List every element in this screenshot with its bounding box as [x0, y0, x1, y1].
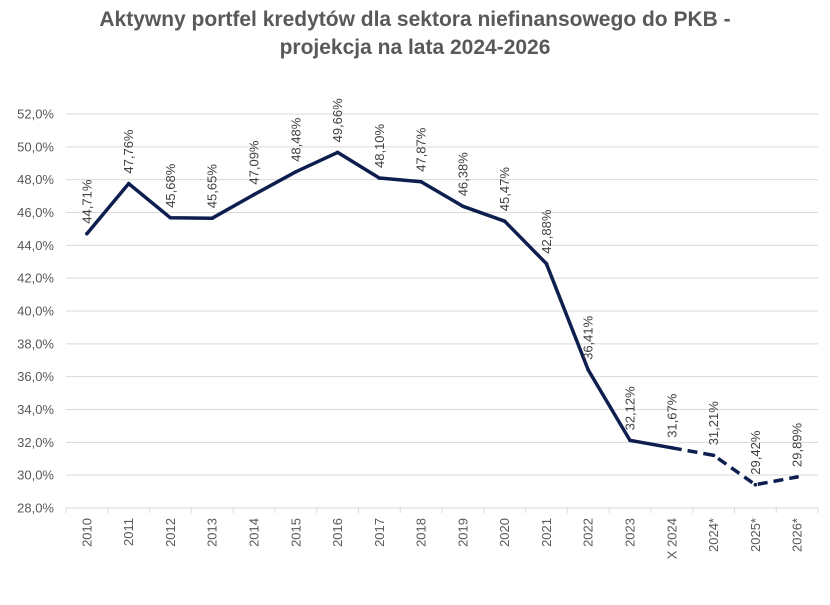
data-label-9: 46,38%	[455, 152, 470, 197]
data-label-2: 45,68%	[163, 163, 178, 208]
data-point-5	[293, 169, 298, 174]
x-tick-label-2: 2012	[163, 518, 178, 547]
data-label-12: 36,41%	[581, 315, 596, 360]
x-tick-label-14: X 2024	[664, 518, 679, 559]
data-point-16	[753, 482, 758, 487]
y-tick-label-12: 52,0%	[17, 107, 54, 122]
data-label-8: 47,87%	[414, 127, 429, 172]
data-label-3: 45,65%	[205, 164, 220, 209]
data-point-0	[85, 231, 89, 236]
data-point-15	[711, 453, 716, 458]
x-tick-label-5: 2015	[288, 518, 303, 547]
data-label-16: 29,42%	[748, 430, 763, 475]
y-tick-label-3: 34,0%	[17, 402, 54, 417]
data-point-11	[544, 261, 549, 266]
data-label-11: 42,88%	[539, 209, 554, 254]
data-label-0: 44,71%	[79, 179, 94, 224]
y-tick-label-6: 40,0%	[17, 304, 54, 319]
x-tick-label-15: 2024*	[706, 518, 721, 552]
x-tick-label-6: 2016	[330, 518, 345, 547]
data-point-13	[628, 438, 632, 443]
x-tick-label-0: 2010	[79, 518, 94, 547]
y-tick-label-1: 30,0%	[17, 468, 54, 483]
x-tick-label-4: 2014	[247, 518, 262, 547]
y-tick-label-7: 42,0%	[17, 271, 54, 286]
y-tick-label-4: 36,0%	[17, 369, 54, 384]
y-tick-label-10: 48,0%	[17, 172, 54, 187]
x-tick-label-1: 2011	[121, 518, 136, 546]
data-point-6	[335, 150, 340, 155]
chart-title: Aktywny portfel kredytów dla sektora nie…	[0, 6, 830, 62]
data-point-3	[210, 216, 215, 221]
data-label-7: 48,10%	[372, 123, 387, 168]
chart-title-line-2: projekcja na lata 2024-2026	[279, 36, 551, 59]
data-point-14	[669, 445, 674, 450]
data-point-7	[377, 176, 382, 180]
data-label-13: 32,12%	[623, 386, 638, 431]
y-tick-label-5: 38,0%	[17, 336, 54, 351]
y-tick-label-11: 50,0%	[17, 139, 54, 154]
data-label-10: 45,47%	[497, 167, 512, 212]
data-point-17	[795, 475, 799, 479]
data-point-12	[586, 368, 591, 372]
x-tick-label-16: 2025*	[748, 518, 763, 552]
y-tick-label-9: 46,0%	[17, 205, 54, 220]
x-tick-label-3: 2013	[205, 518, 220, 547]
x-tick-label-13: 2023	[623, 518, 638, 547]
y-tick-label-8: 44,0%	[17, 238, 54, 253]
data-point-2	[168, 215, 173, 220]
x-tick-label-12: 2022	[581, 518, 596, 547]
data-label-6: 49,66%	[330, 98, 345, 143]
data-point-9	[461, 204, 465, 209]
data-label-14: 31,67%	[664, 393, 679, 438]
data-point-4	[252, 192, 256, 197]
data-point-1	[126, 181, 131, 186]
data-label-1: 47,76%	[121, 129, 136, 174]
series-line-projection	[671, 446, 798, 487]
x-tick-label-8: 2018	[414, 518, 429, 547]
data-label-15: 31,21%	[706, 401, 721, 446]
y-tick-label-2: 32,0%	[17, 435, 54, 450]
data-label-17: 29,89%	[790, 422, 805, 467]
chart-title-line-1: Aktywny portfel kredytów dla sektora nie…	[99, 8, 731, 31]
x-tick-label-17: 2026*	[790, 518, 805, 552]
x-tick-label-11: 2021	[539, 518, 554, 547]
data-point-10	[502, 219, 507, 224]
data-point-8	[419, 180, 423, 184]
x-tick-label-10: 2020	[497, 518, 512, 547]
x-tick-label-9: 2019	[455, 518, 470, 547]
x-tick-label-7: 2017	[372, 518, 387, 547]
data-label-5: 48,48%	[288, 117, 303, 162]
y-tick-label-0: 28,0%	[17, 501, 54, 516]
data-label-4: 47,09%	[247, 140, 262, 185]
